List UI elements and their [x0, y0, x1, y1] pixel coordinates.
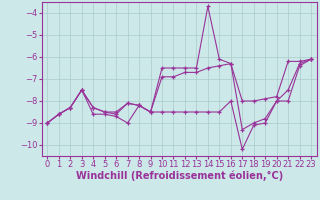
X-axis label: Windchill (Refroidissement éolien,°C): Windchill (Refroidissement éolien,°C) — [76, 171, 283, 181]
